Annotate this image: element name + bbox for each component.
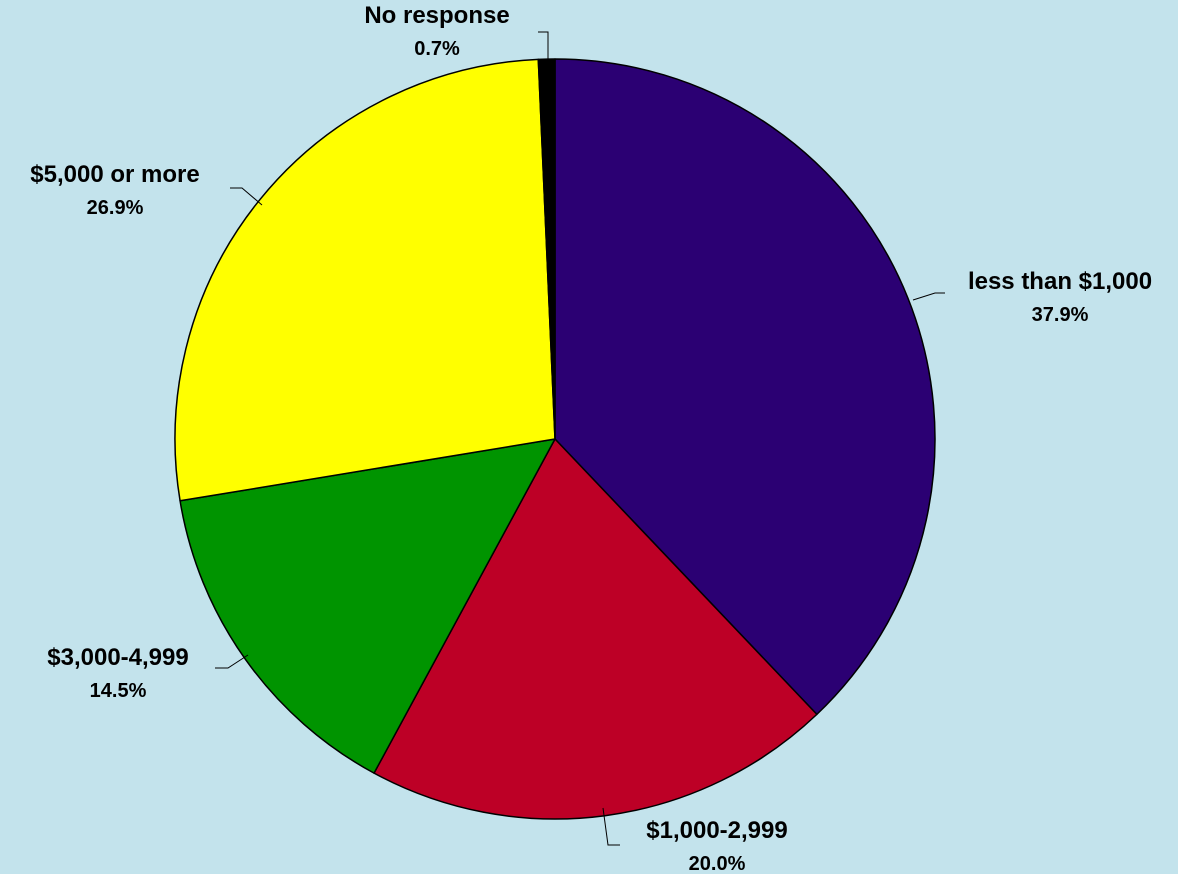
slice-label-3: $5,000 or more 26.9% bbox=[30, 161, 199, 219]
slice-label-1: $1,000-2,999 20.0% bbox=[646, 817, 787, 874]
leader-line-2 bbox=[215, 654, 249, 669]
slice-value-label: 0.7% bbox=[414, 38, 460, 60]
pie-slice-3 bbox=[174, 58, 556, 502]
slice-category-label: $1,000-2,999 bbox=[646, 817, 787, 844]
pie-slice-0 bbox=[554, 58, 936, 716]
slice-value-label: 14.5% bbox=[90, 680, 147, 702]
slice-label-2: $3,000-4,999 14.5% bbox=[47, 644, 188, 702]
slice-value-label: 26.9% bbox=[87, 197, 144, 219]
leader-line-1 bbox=[602, 807, 620, 846]
pie-slice-2 bbox=[179, 438, 556, 774]
slice-category-label: less than $1,000 bbox=[968, 268, 1152, 295]
slice-value-label: 20.0% bbox=[689, 853, 746, 874]
leader-line-4 bbox=[538, 31, 549, 63]
leader-line-3 bbox=[230, 187, 263, 206]
pie-slice-1 bbox=[373, 438, 818, 820]
slice-category-label: $5,000 or more bbox=[30, 161, 199, 188]
leader-line-0 bbox=[912, 292, 945, 301]
pie-slice-4 bbox=[537, 58, 556, 440]
slice-label-4: No response 0.7% bbox=[364, 2, 509, 60]
slice-category-label: $3,000-4,999 bbox=[47, 644, 188, 671]
slice-label-0: less than $1,000 37.9% bbox=[968, 268, 1152, 326]
slice-category-label: No response bbox=[364, 2, 509, 29]
slice-value-label: 37.9% bbox=[1032, 304, 1089, 326]
